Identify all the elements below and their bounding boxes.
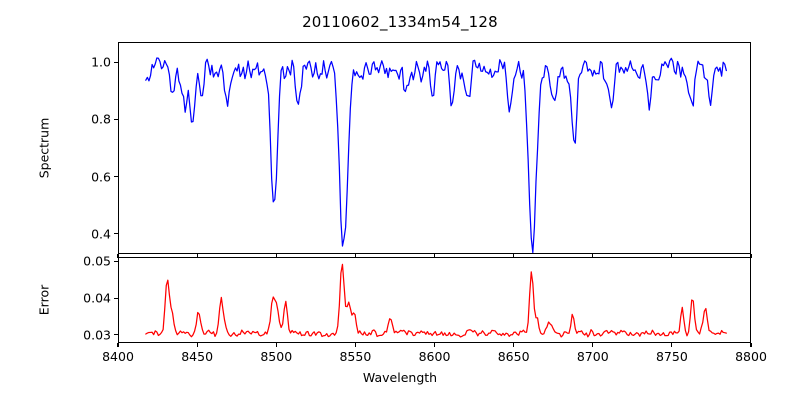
y-axis-label-error: Error: [36, 284, 52, 316]
x-tick-mark-spectrum: [354, 254, 356, 258]
x-tick-mark-error: [592, 343, 594, 347]
x-tick-mark-error: [433, 343, 436, 347]
y-tick-label-error: 0.03: [83, 327, 111, 343]
x-tick-mark-error: [513, 343, 515, 347]
x-tick-label: 8550: [339, 349, 372, 364]
y-tick-mark-spectrum: [114, 176, 118, 178]
y-tick-label-spectrum: 0.6: [91, 169, 111, 185]
x-tick-mark-spectrum: [275, 254, 277, 258]
x-tick-mark-error: [671, 343, 673, 347]
y-axis-label-spectrum: Spectrum: [36, 117, 52, 179]
x-tick-label: 8800: [735, 349, 767, 364]
y-tick-label-spectrum: 1.0: [91, 54, 111, 70]
y-tick-label-spectrum: 0.4: [91, 226, 111, 242]
x-axis-label: Wavelength: [362, 370, 438, 385]
x-tick-mark-error: [196, 343, 198, 347]
x-tick-mark-spectrum: [196, 254, 198, 258]
x-tick-mark-error: [117, 343, 119, 347]
y-tick-mark-spectrum: [114, 233, 118, 235]
x-tick-mark-error: [750, 343, 752, 347]
y-tick-label-error: 0.05: [83, 253, 111, 269]
page-title: 20110602_1334m54_128: [302, 13, 498, 31]
x-tick-label: 8700: [576, 349, 609, 364]
x-tick-label: 8600: [418, 349, 451, 364]
x-tick-mark-spectrum: [513, 254, 515, 258]
x-tick-label: 8650: [497, 349, 530, 364]
x-tick-mark-error: [354, 343, 356, 347]
x-tick-mark-spectrum: [592, 254, 594, 258]
spectrum-series-svg: [119, 43, 750, 253]
y-tick-mark-spectrum: [114, 61, 118, 63]
x-tick-mark-error: [275, 343, 277, 347]
y-tick-mark-error: [114, 334, 118, 336]
x-tick-label: 8500: [260, 349, 293, 364]
x-tick-label: 8750: [655, 349, 688, 364]
y-tick-mark-error: [114, 260, 118, 262]
spectrum-plot-area: [118, 42, 751, 254]
error-plot-area: [118, 257, 751, 343]
y-tick-label-error: 0.04: [83, 290, 111, 306]
spectrum-line: [146, 58, 727, 253]
x-tick-mark-spectrum: [433, 254, 436, 258]
x-tick-mark-spectrum: [117, 254, 119, 258]
y-tick-mark-spectrum: [114, 118, 118, 120]
x-tick-mark-spectrum: [671, 254, 673, 258]
error-line: [146, 264, 727, 337]
y-tick-mark-error: [114, 297, 118, 299]
x-tick-label: 8450: [181, 349, 214, 364]
error-series-svg: [119, 258, 750, 342]
x-tick-mark-spectrum: [750, 254, 752, 258]
x-tick-label: 8400: [102, 349, 134, 364]
y-tick-label-spectrum: 0.8: [91, 111, 111, 127]
